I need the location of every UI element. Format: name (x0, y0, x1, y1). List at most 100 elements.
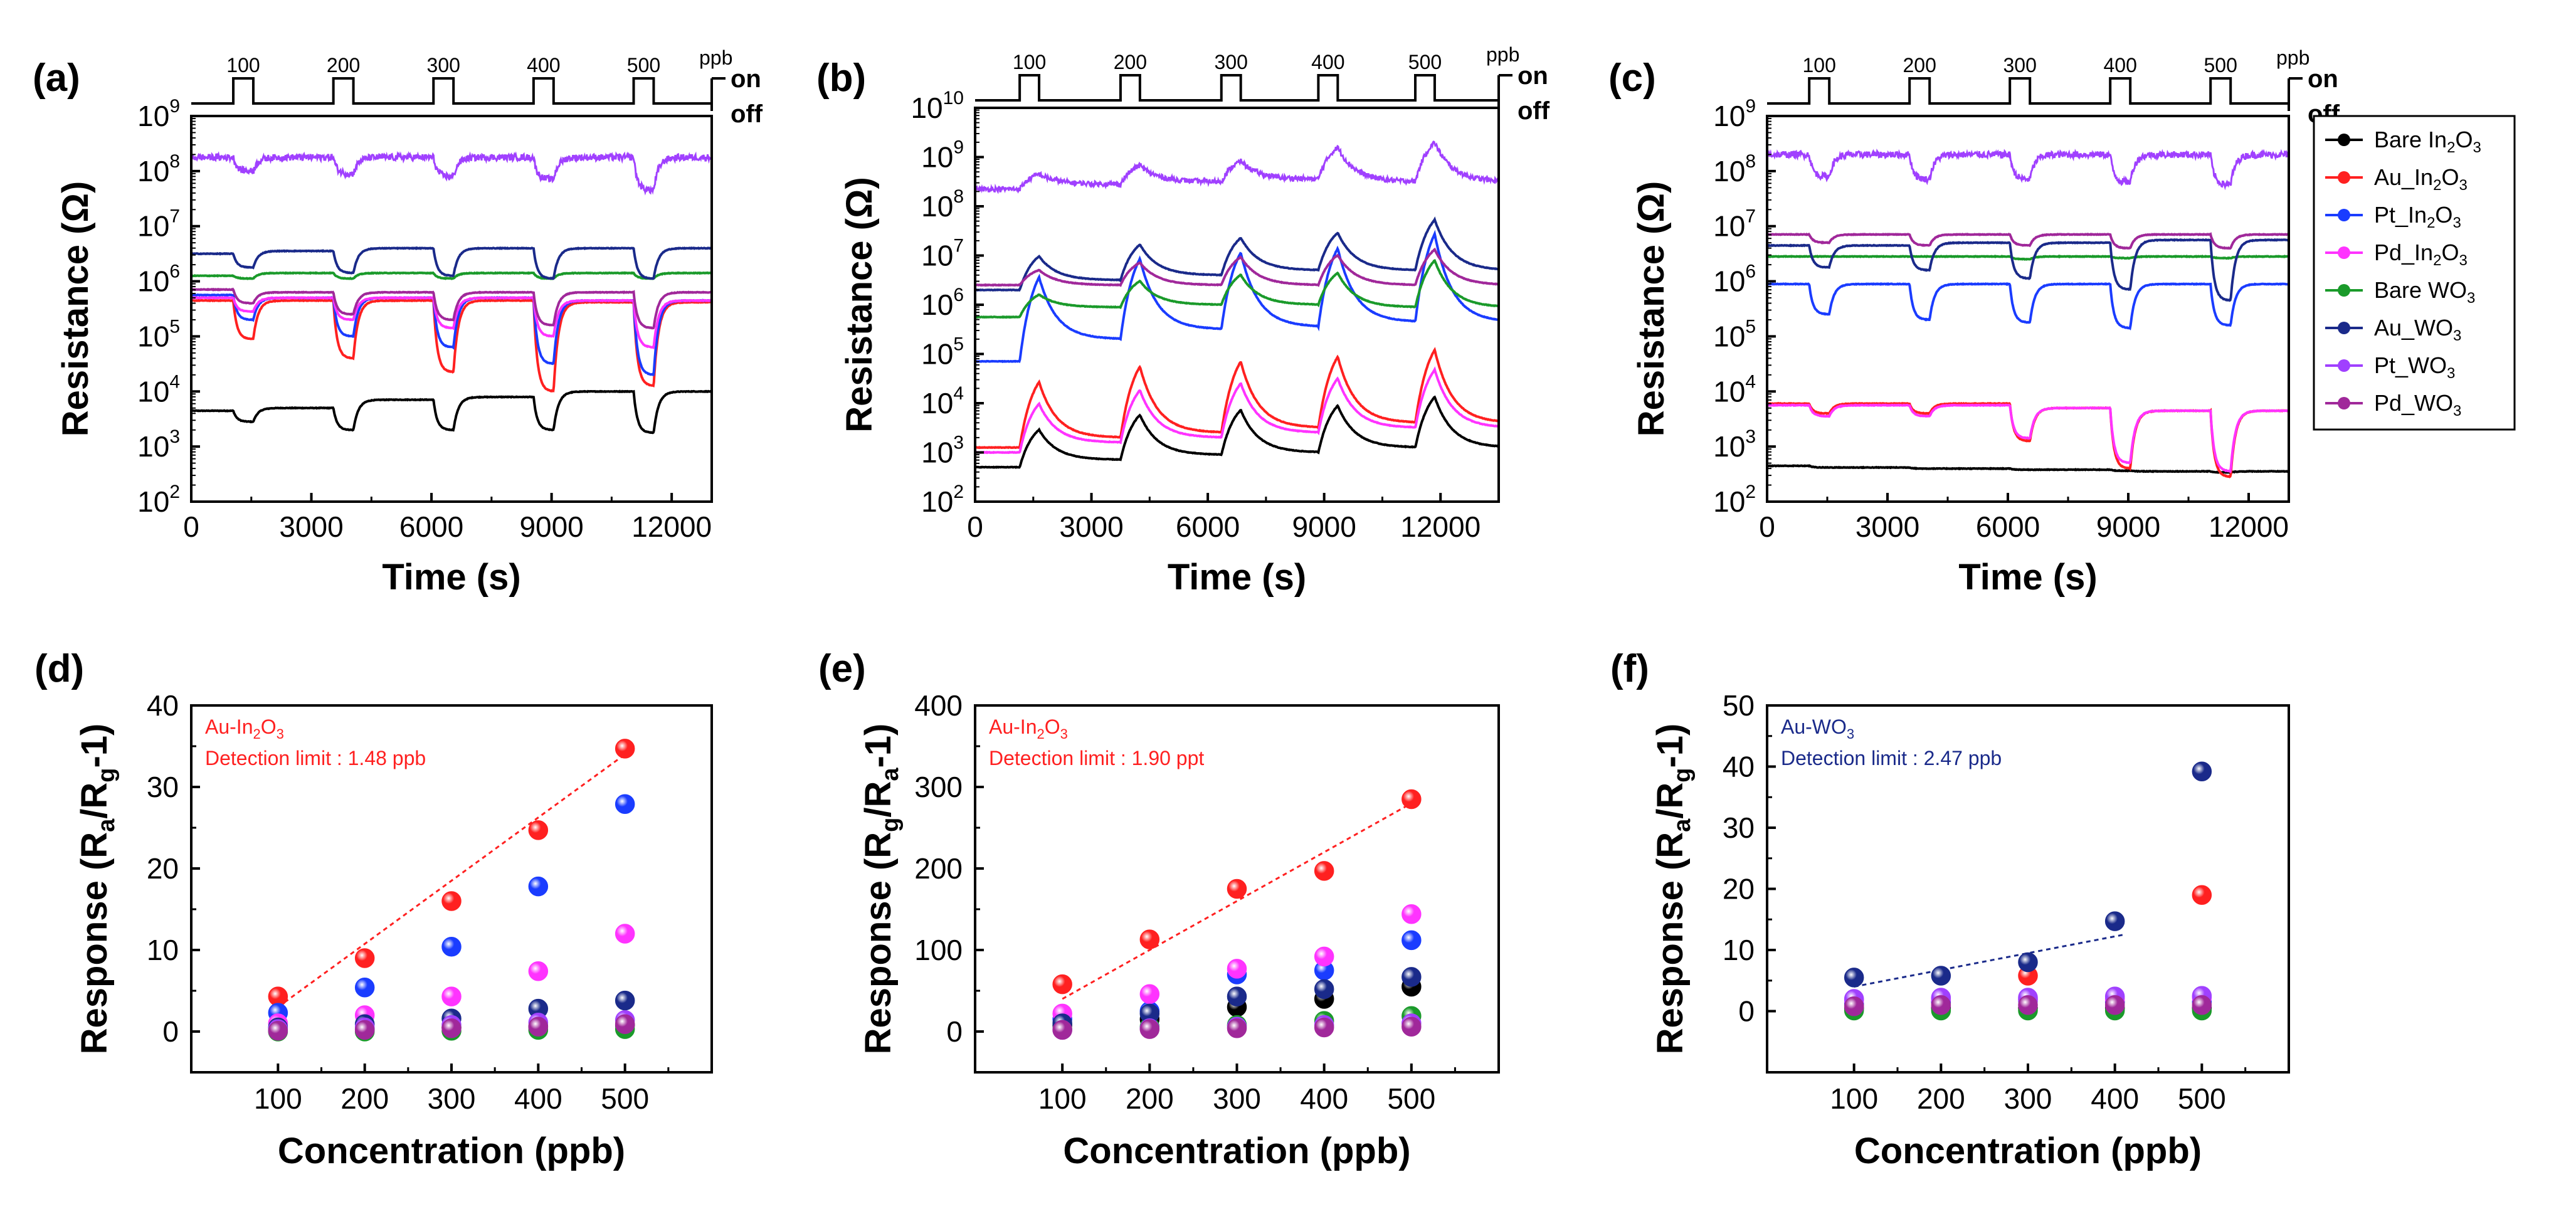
y-axis-title-text: /R (1650, 783, 1691, 819)
panel-label: (c) (1608, 56, 1656, 100)
x-tick-label: 0 (967, 510, 983, 543)
x-tick-label: 6000 (1976, 510, 2040, 543)
y-tick-exponent: 2 (953, 482, 964, 502)
linear-fit-line (1062, 802, 1412, 1000)
annotation-subscript: 2 (253, 726, 260, 742)
legend-entry-text: Bare WO (2374, 277, 2467, 303)
y-tick-label: 103 (1713, 426, 1756, 463)
x-tick-label: 500 (1387, 1082, 1435, 1115)
y-tick-exponent: 4 (169, 371, 180, 392)
y-tick-base: 10 (921, 190, 953, 223)
series-line-pt-wo3 (191, 150, 712, 196)
series-line-pt-wo3 (1767, 148, 2289, 191)
gas-pulse-line (1767, 77, 2289, 105)
y-tick-label: 300 (914, 771, 963, 803)
data-point-pt-in2o3 (528, 876, 549, 897)
legend-subscript: 3 (2459, 177, 2467, 194)
x-tick-label: 400 (514, 1082, 562, 1115)
y-tick-exponent: 6 (169, 261, 180, 282)
y-tick-exponent: 2 (169, 482, 180, 502)
y-tick-label: 103 (137, 426, 180, 463)
y-tick-base: 10 (137, 320, 169, 352)
y-axis-title: Resistance (Ω) (839, 177, 880, 433)
panel-label: (f) (1610, 647, 1649, 690)
series-line-pd-in2o3 (191, 295, 712, 350)
y-tick-label: 200 (914, 852, 963, 885)
y-tick-label: 10 (147, 934, 179, 966)
gas-pulse-line (975, 74, 1499, 102)
series-line-au-wo3 (191, 246, 712, 280)
y-tick-exponent: 9 (953, 137, 964, 158)
panel-label: (a) (33, 56, 80, 100)
legend-marker (2338, 209, 2350, 221)
y-tick-base: 10 (137, 155, 169, 187)
annotation-detection-limit: Detection limit : 1.48 ppb (205, 747, 426, 769)
y-tick-label: 103 (921, 433, 964, 469)
y-tick-exponent: 4 (1745, 371, 1756, 392)
legend-box (2313, 115, 2516, 431)
y-tick-label: 0 (946, 1015, 963, 1048)
x-axis-title: Concentration (ppb) (278, 1131, 625, 1171)
x-tick-label: 100 (1038, 1082, 1087, 1115)
y-tick-base: 10 (921, 485, 953, 518)
y-tick-label: 30 (147, 771, 179, 803)
y-tick-label: 107 (921, 236, 964, 272)
data-point-au-in2o3 (1401, 789, 1422, 810)
legend-entry: Bare In2O3 (2374, 127, 2481, 156)
annotation-subscript: 3 (1847, 726, 1854, 742)
y-tick-label: 102 (921, 482, 964, 518)
panel-label: (b) (816, 56, 866, 100)
data-point-au-wo3 (1227, 986, 1247, 1006)
x-tick-label: 12000 (1400, 510, 1481, 543)
pulse-concentration-label: 200 (327, 54, 360, 77)
data-point-pd-wo3 (528, 1016, 549, 1037)
legend-entry-text: Pd_In (2374, 240, 2433, 265)
legend-entry: Au_WO3 (2374, 315, 2461, 344)
y-tick-label: 109 (137, 96, 180, 132)
y-axis-title-text: -1) (74, 724, 115, 768)
plot-frame (1766, 115, 2290, 503)
pulse-concentration-label: 100 (226, 54, 260, 77)
pulse-concentration-label: 300 (1215, 51, 1248, 73)
data-point-au-wo3 (615, 990, 635, 1011)
series-line-pd-wo3 (975, 247, 1499, 287)
data-point-pt-in2o3 (1401, 930, 1422, 951)
data-point-au-wo3 (1844, 968, 1864, 988)
legend-entry-text: O (2441, 164, 2459, 190)
y-tick-base: 10 (1713, 320, 1745, 352)
y-axis-title: Response (Ra/Rg-1) (1650, 724, 1696, 1055)
data-point-au-in2o3 (354, 948, 375, 968)
y-tick-label: 105 (921, 334, 964, 371)
y-tick-label: 108 (1713, 151, 1756, 187)
y-axis-subscript: a (1669, 818, 1696, 832)
data-point-pd-wo3 (1139, 1019, 1160, 1039)
y-tick-base: 10 (911, 92, 942, 124)
y-tick-label: 1010 (911, 88, 964, 124)
y-tick-label: 40 (1723, 751, 1755, 783)
y-tick-base: 10 (137, 430, 169, 463)
series-line-pd-wo3 (1767, 232, 2289, 250)
series-line-pd-in2o3 (975, 366, 1499, 455)
legend-marker (2338, 134, 2350, 146)
y-axis-title: Resistance (Ω) (55, 181, 96, 437)
y-tick-base: 10 (1713, 430, 1745, 463)
data-point-au-wo3 (1401, 967, 1422, 987)
legend-marker (2338, 397, 2350, 409)
series-line-pd-in2o3 (1767, 403, 2289, 473)
y-tick-exponent: 6 (953, 285, 964, 305)
data-point-pd-wo3 (1227, 1018, 1247, 1038)
y-axis-title-text: Response (R (858, 832, 899, 1055)
y-axis-title: Resistance (Ω) (1631, 181, 1672, 437)
x-tick-label: 9000 (1292, 510, 1356, 543)
series-line-pt-wo3 (975, 140, 1499, 194)
panel-label: (d) (34, 647, 84, 690)
legend-entry: Pt_WO3 (2374, 352, 2455, 382)
data-point-pd-wo3 (1401, 1016, 1422, 1037)
series-line-pd-wo3 (191, 287, 712, 330)
y-axis-title-text: /R (74, 783, 115, 819)
y-tick-label: 108 (137, 151, 180, 187)
data-point-au-in2o3 (528, 820, 549, 840)
y-tick-exponent: 7 (953, 236, 964, 256)
y-tick-base: 10 (921, 288, 953, 321)
pulse-concentration-label: 500 (1408, 51, 1442, 73)
